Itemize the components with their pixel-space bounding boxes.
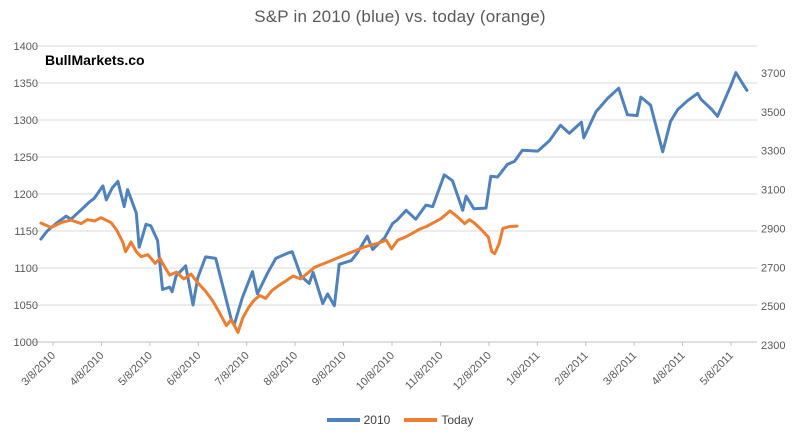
y-axis-right-tick-label: 2700	[761, 262, 785, 274]
x-axis-tick-label: 3/8/2011	[601, 350, 639, 388]
y-axis-right-tick-label: 2900	[761, 223, 785, 235]
legend: 2010 Today	[0, 413, 800, 427]
y-axis-left-tick-label: 1200	[14, 189, 38, 201]
x-axis-tick-label: 2/8/2011	[553, 350, 591, 388]
y-axis-left-tick-label: 1250	[14, 152, 38, 164]
series-line-today	[39, 209, 519, 334]
legend-item-2010: 2010	[326, 413, 391, 427]
legend-label-2010: 2010	[363, 413, 391, 427]
y-axis-right-tick-label: 3700	[761, 68, 785, 80]
y-axis-left-tick-label: 1100	[14, 263, 38, 275]
chart-title: S&P in 2010 (blue) vs. today (orange)	[254, 7, 546, 26]
x-axis-tick-label: 7/8/2010	[213, 350, 252, 389]
x-axis-tick-label: 3/8/2010	[19, 350, 58, 389]
y-axis-right-tick-label: 3300	[761, 146, 785, 158]
legend-swatch-today-line	[404, 418, 438, 422]
series-line-2010	[39, 71, 749, 327]
x-axis-tick-label: 1/8/2011	[504, 350, 542, 388]
x-axis-tick-label: 8/8/2010	[262, 350, 301, 389]
y-axis-left-tick-label: 1400	[14, 41, 38, 53]
x-axis-tick-label: 9/8/2010	[310, 350, 349, 389]
y-axis-left-tick-label: 1050	[14, 300, 38, 312]
x-axis-tick-label: 12/8/2010	[451, 350, 494, 393]
y-axis-right-tick-label: 3100	[761, 185, 785, 197]
x-axis-tick-label: 4/8/2011	[650, 350, 688, 388]
x-axis-tick-label: 11/8/2010	[403, 350, 446, 393]
axis-ticks	[52, 342, 732, 346]
x-axis-tick-label: 6/8/2010	[165, 350, 204, 389]
gridlines	[33, 45, 757, 343]
watermark-text: BullMarkets.co	[45, 52, 145, 68]
series-lines	[39, 71, 749, 334]
y-axis-left-tick-label: 1300	[14, 115, 38, 127]
x-axis-tick-label: 4/8/2010	[68, 350, 107, 389]
legend-swatch-2010-line	[326, 418, 360, 422]
legend-label-today: Today	[441, 413, 474, 427]
y-axis-left-tick-label: 1150	[14, 226, 38, 238]
y-axis-right-tick-label: 3500	[761, 107, 785, 119]
y-axis-right-tick-label: 2500	[761, 301, 785, 313]
x-axis-tick-label: 5/8/2011	[698, 350, 736, 388]
x-axis-tick-label: 5/8/2010	[116, 350, 155, 389]
x-axis-tick-label: 10/8/2010	[354, 350, 397, 393]
y-axis-left-tick-label: 1350	[14, 78, 38, 90]
legend-item-today: Today	[404, 413, 473, 427]
y-axis-right-tick-label: 2300	[761, 340, 785, 352]
y-axis-left-tick-label: 1000	[14, 337, 38, 349]
